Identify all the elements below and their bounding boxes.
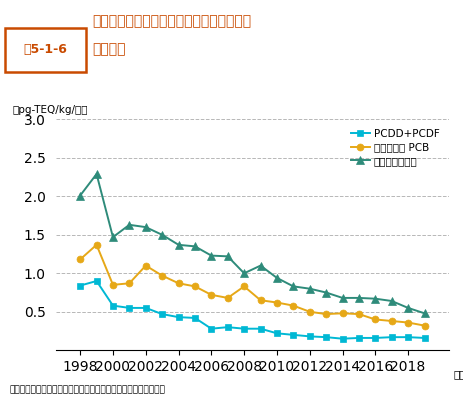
Legend: PCDD+PCDF, コプラナー PCB, ダイオキシン類: PCDD+PCDF, コプラナー PCB, ダイオキシン類 xyxy=(347,125,444,170)
Text: 食品からのダイオキシン類の一日摂取量の: 食品からのダイオキシン類の一日摂取量の xyxy=(93,14,252,28)
Text: 経年変化: 経年変化 xyxy=(93,42,126,56)
Text: 図5-1-6: 図5-1-6 xyxy=(23,43,67,56)
Text: （年度）: （年度） xyxy=(453,369,463,379)
Text: 資料：厚生労働省「食品からのダイオキシン類一日摂取量調査」: 資料：厚生労働省「食品からのダイオキシン類一日摂取量調査」 xyxy=(9,385,165,394)
Text: （pg-TEQ/kg/日）: （pg-TEQ/kg/日） xyxy=(12,105,88,115)
